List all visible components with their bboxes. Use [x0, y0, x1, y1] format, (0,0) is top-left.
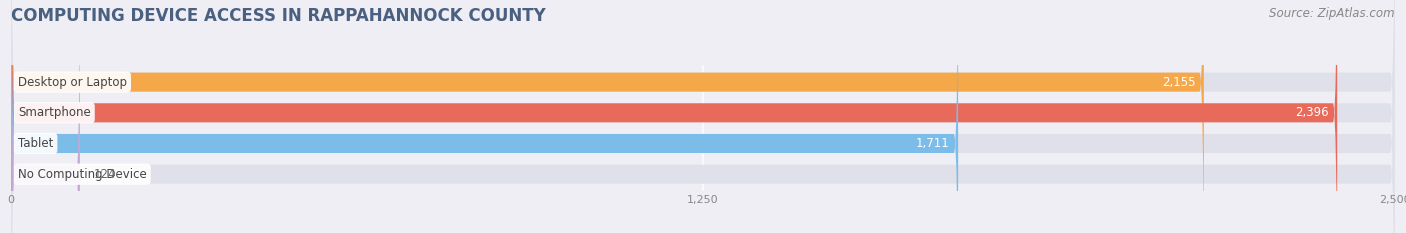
Text: Source: ZipAtlas.com: Source: ZipAtlas.com [1270, 7, 1395, 20]
FancyBboxPatch shape [11, 0, 1395, 233]
FancyBboxPatch shape [11, 0, 957, 233]
Text: Smartphone: Smartphone [18, 106, 90, 119]
Text: 124: 124 [94, 168, 117, 181]
Text: COMPUTING DEVICE ACCESS IN RAPPAHANNOCK COUNTY: COMPUTING DEVICE ACCESS IN RAPPAHANNOCK … [11, 7, 546, 25]
FancyBboxPatch shape [11, 0, 1395, 233]
FancyBboxPatch shape [11, 0, 1395, 233]
Text: 2,155: 2,155 [1161, 76, 1195, 89]
Text: 2,396: 2,396 [1295, 106, 1329, 119]
Text: Desktop or Laptop: Desktop or Laptop [18, 76, 127, 89]
Text: Tablet: Tablet [18, 137, 53, 150]
Text: No Computing Device: No Computing Device [18, 168, 146, 181]
FancyBboxPatch shape [11, 0, 80, 233]
FancyBboxPatch shape [11, 0, 1395, 233]
FancyBboxPatch shape [11, 0, 1204, 233]
FancyBboxPatch shape [11, 0, 1337, 233]
Text: 1,711: 1,711 [917, 137, 950, 150]
